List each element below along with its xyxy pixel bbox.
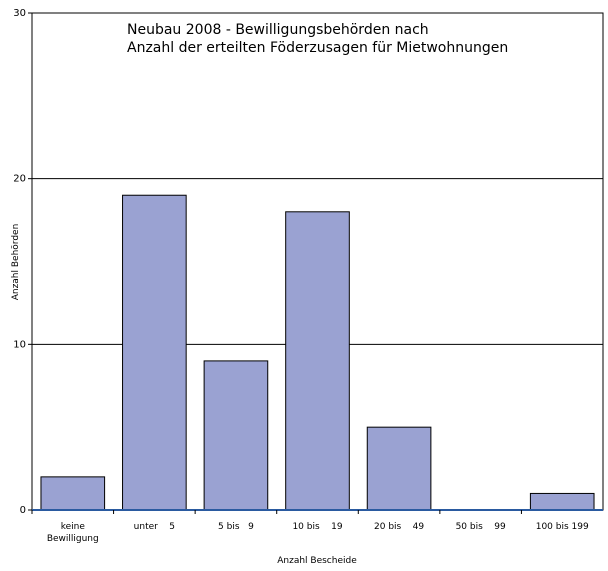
- chart-title: Neubau 2008 - Bewilligungsbehörden nach A…: [127, 22, 508, 56]
- x-category-label: 10 bis 19: [292, 522, 342, 532]
- y-tick-label: 10: [13, 339, 26, 350]
- y-tick-label: 30: [13, 8, 26, 19]
- x-category-label: 5 bis 9: [218, 522, 254, 532]
- y-tick-labels: 0 10 20 30: [13, 8, 26, 516]
- x-category-label: keine: [61, 522, 86, 532]
- bar: [529, 492, 595, 511]
- bar: [366, 426, 432, 511]
- chart-title-line: Neubau 2008 - Bewilligungsbehörden nach: [127, 22, 429, 38]
- x-category-label: 20 bis 49: [374, 522, 424, 532]
- x-category-labels: keine Bewilligung unter 5 5 bis 9 10 bis 19 2…: [31, 510, 589, 544]
- bar: [203, 360, 269, 511]
- chart-title-line: Anzahl der erteilten Föderzusagen für Mi…: [127, 40, 508, 56]
- bar: [122, 194, 187, 511]
- x-axis-title: Anzahl Bescheide: [277, 556, 357, 566]
- y-tick-label: 0: [20, 505, 26, 516]
- x-category-label: Bewilligung: [47, 534, 99, 544]
- bars: [40, 194, 595, 511]
- bar: [40, 476, 106, 511]
- x-category-label: 100 bis 199: [536, 522, 589, 532]
- x-category-label: unter 5: [134, 522, 175, 532]
- y-axis-title: Anzahl Behörden: [11, 224, 21, 301]
- y-tick-label: 20: [13, 174, 26, 185]
- x-category-label: 50 bis 99: [456, 522, 506, 532]
- bar: [285, 211, 350, 511]
